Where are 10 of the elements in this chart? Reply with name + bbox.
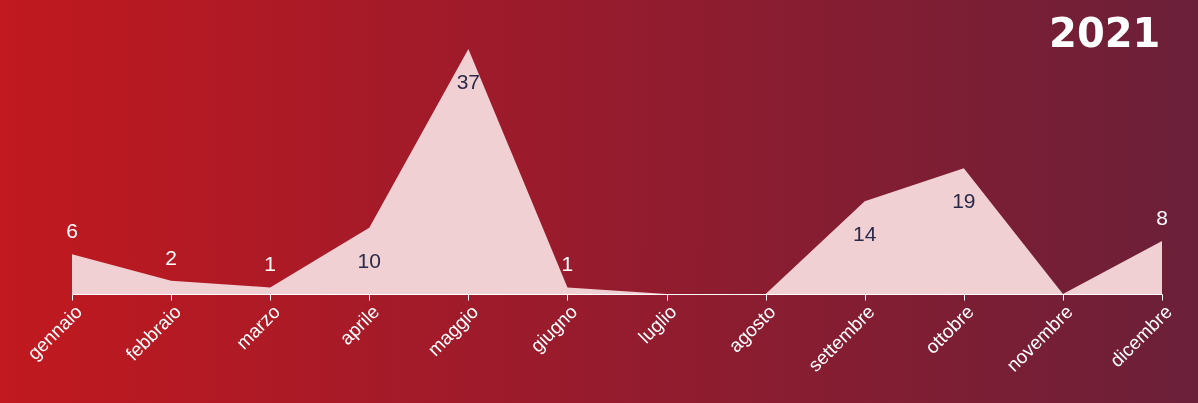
data-label: 14 [853,222,877,246]
data-label: 1 [264,252,277,276]
chart-title: 2021 [1049,10,1161,56]
data-label: 6 [66,219,78,243]
data-label: 37 [456,70,481,93]
data-label: 19 [952,189,976,213]
data-label: 2 [165,245,177,269]
data-label: 1 [561,252,574,276]
data-label: 10 [357,248,381,272]
data-label: 8 [1156,206,1168,230]
